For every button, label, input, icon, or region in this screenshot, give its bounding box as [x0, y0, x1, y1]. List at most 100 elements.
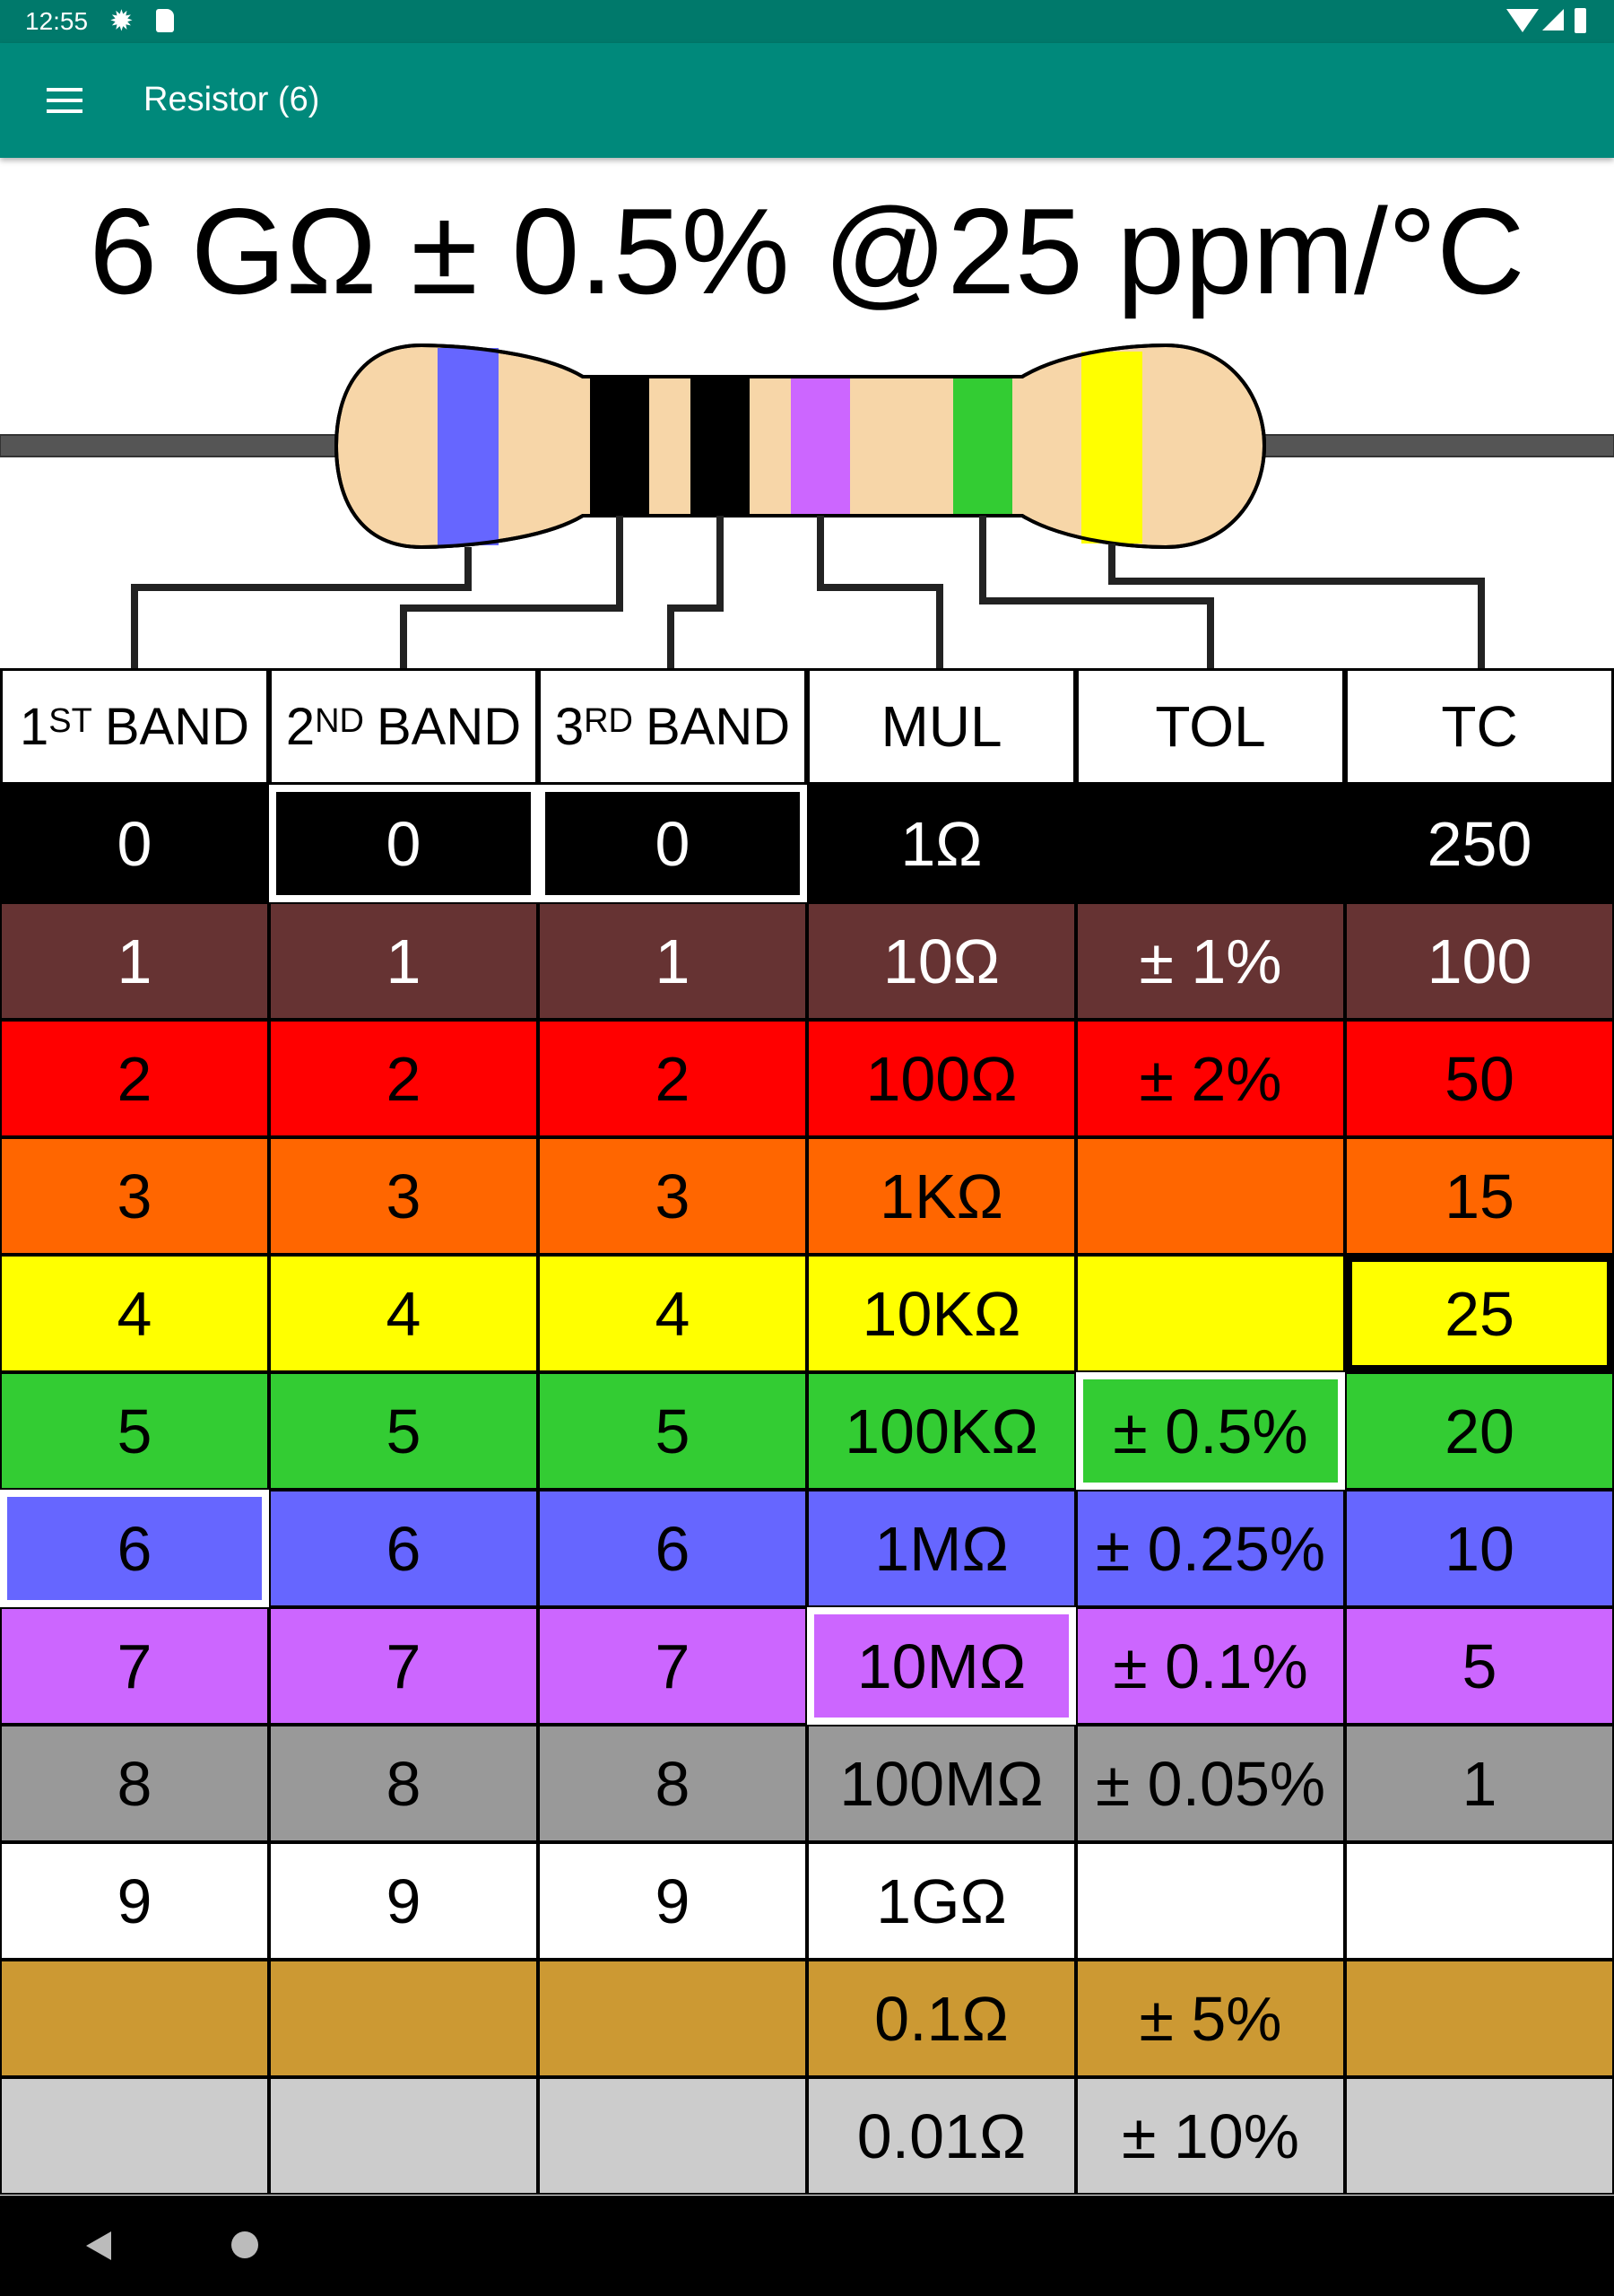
- temp-coefficient-option-1[interactable]: 100: [1345, 902, 1614, 1020]
- header-tolerance: TOL: [1076, 668, 1345, 785]
- hamburger-menu-icon[interactable]: [47, 88, 82, 113]
- band-1-option-1[interactable]: 1: [0, 902, 269, 1020]
- multiplier-option-1[interactable]: 10Ω: [807, 902, 1076, 1020]
- band-1-option-7[interactable]: 7: [0, 1607, 269, 1725]
- band-3-option-5[interactable]: 5: [538, 1372, 807, 1490]
- back-icon[interactable]: [86, 2231, 111, 2260]
- band-1-option-8[interactable]: 8: [0, 1725, 269, 1842]
- temp-coefficient-option-7[interactable]: 5: [1345, 1607, 1614, 1725]
- wifi-icon: [1506, 9, 1539, 32]
- band-2-option-1[interactable]: 1: [269, 902, 538, 1020]
- band-3-option-7[interactable]: 7: [538, 1607, 807, 1725]
- tolerance-option-5[interactable]: ± 0.5%: [1076, 1372, 1345, 1490]
- band-2-option-5[interactable]: 5: [269, 1372, 538, 1490]
- resistor-band-4: [791, 377, 850, 516]
- tolerance-option-1[interactable]: ± 1%: [1076, 902, 1345, 1020]
- tolerance-option-2[interactable]: ± 2%: [1076, 1020, 1345, 1137]
- battery-icon: [1575, 8, 1586, 33]
- band-3-option-0[interactable]: 0: [538, 785, 807, 902]
- band-1-option-11[interactable]: [0, 2077, 269, 2195]
- temp-coefficient-option-5[interactable]: 20: [1345, 1372, 1614, 1490]
- tolerance-option-0[interactable]: [1076, 785, 1345, 902]
- band-1-option-10[interactable]: [0, 1960, 269, 2077]
- multiplier-option-5[interactable]: 100KΩ: [807, 1372, 1076, 1490]
- tolerance-option-8[interactable]: ± 0.05%: [1076, 1725, 1345, 1842]
- band-2-option-0[interactable]: 0: [269, 785, 538, 902]
- header-ordinal: RD: [584, 701, 633, 740]
- band-2-option-2[interactable]: 2: [269, 1020, 538, 1137]
- status-time: 12:55: [25, 7, 89, 35]
- home-icon[interactable]: [231, 2231, 258, 2258]
- tolerance-option-6[interactable]: ± 0.25%: [1076, 1490, 1345, 1607]
- temp-coefficient-option-9[interactable]: [1345, 1842, 1614, 1960]
- multiplier-option-2[interactable]: 100Ω: [807, 1020, 1076, 1137]
- band-3-option-3[interactable]: 3: [538, 1137, 807, 1255]
- app-title: Resistor (6): [143, 81, 320, 118]
- band-3-option-11[interactable]: [538, 2077, 807, 2195]
- header-label: MUL: [881, 694, 1002, 759]
- band-3-option-10[interactable]: [538, 1960, 807, 2077]
- resistor-diagram: [0, 343, 1614, 668]
- tolerance-option-3[interactable]: [1076, 1137, 1345, 1255]
- sd-card-icon: [156, 9, 174, 32]
- band-2-option-9[interactable]: 9: [269, 1842, 538, 1960]
- band-2-option-3[interactable]: 3: [269, 1137, 538, 1255]
- band-1-option-9[interactable]: 9: [0, 1842, 269, 1960]
- temp-coefficient-option-4[interactable]: 25: [1345, 1255, 1614, 1372]
- header-label: TC: [1441, 694, 1518, 759]
- temp-coefficient-option-11[interactable]: [1345, 2077, 1614, 2195]
- lead-left: [0, 434, 342, 457]
- multiplier-option-0[interactable]: 1Ω: [807, 785, 1076, 902]
- band-3-option-9[interactable]: 9: [538, 1842, 807, 1960]
- header-word: BAND: [646, 697, 791, 756]
- temp-coefficient-option-10[interactable]: [1345, 1960, 1614, 2077]
- tolerance-option-9[interactable]: [1076, 1842, 1345, 1960]
- temp-coefficient-option-8[interactable]: 1: [1345, 1725, 1614, 1842]
- temp-coefficient-option-0[interactable]: 250: [1345, 785, 1614, 902]
- header-band-3: 3 RD BAND: [538, 668, 807, 785]
- multiplier-option-7[interactable]: 10MΩ: [807, 1607, 1076, 1725]
- temp-coefficient-option-3[interactable]: 15: [1345, 1137, 1614, 1255]
- tolerance-option-4[interactable]: [1076, 1255, 1345, 1372]
- band-connector-lines: [131, 516, 1485, 668]
- band-3-option-6[interactable]: 6: [538, 1490, 807, 1607]
- band-3-option-2[interactable]: 2: [538, 1020, 807, 1137]
- band-1-option-4[interactable]: 4: [0, 1255, 269, 1372]
- header-ordinal: ND: [315, 701, 364, 740]
- band-2-option-4[interactable]: 4: [269, 1255, 538, 1372]
- multiplier-option-11[interactable]: 0.01Ω: [807, 2077, 1076, 2195]
- temp-coefficient-option-2[interactable]: 50: [1345, 1020, 1614, 1137]
- band-2-option-7[interactable]: 7: [269, 1607, 538, 1725]
- header-word: BAND: [377, 697, 522, 756]
- band-1-option-0[interactable]: 0: [0, 785, 269, 902]
- resistor-band-2: [590, 377, 649, 516]
- band-3-option-1[interactable]: 1: [538, 902, 807, 1020]
- resistor-band-6: [1081, 352, 1142, 544]
- multiplier-option-6[interactable]: 1MΩ: [807, 1490, 1076, 1607]
- band-2-option-8[interactable]: 8: [269, 1725, 538, 1842]
- band-2-option-6[interactable]: 6: [269, 1490, 538, 1607]
- band-1-option-6[interactable]: 6: [0, 1490, 269, 1607]
- tolerance-option-7[interactable]: ± 0.1%: [1076, 1607, 1345, 1725]
- band-3-option-8[interactable]: 8: [538, 1725, 807, 1842]
- band-2-option-10[interactable]: [269, 1960, 538, 2077]
- multiplier-option-8[interactable]: 100MΩ: [807, 1725, 1076, 1842]
- band-1-option-5[interactable]: 5: [0, 1372, 269, 1490]
- band-3-option-4[interactable]: 4: [538, 1255, 807, 1372]
- tolerance-option-11[interactable]: ± 10%: [1076, 2077, 1345, 2195]
- tolerance-option-10[interactable]: ± 5%: [1076, 1960, 1345, 2077]
- navigation-bar: [0, 2196, 1614, 2296]
- band-1-option-3[interactable]: 3: [0, 1137, 269, 1255]
- header-label: 2: [285, 697, 316, 756]
- band-2-option-11[interactable]: [269, 2077, 538, 2195]
- multiplier-option-3[interactable]: 1KΩ: [807, 1137, 1076, 1255]
- band-1-option-2[interactable]: 2: [0, 1020, 269, 1137]
- signal-icon: [1542, 9, 1564, 30]
- multiplier-option-10[interactable]: 0.1Ω: [807, 1960, 1076, 2077]
- resistor-band-3: [690, 377, 750, 516]
- multiplier-option-9[interactable]: 1GΩ: [807, 1842, 1076, 1960]
- header-label: 3: [554, 697, 585, 756]
- header-multiplier: MUL: [807, 668, 1076, 785]
- temp-coefficient-option-6[interactable]: 10: [1345, 1490, 1614, 1607]
- multiplier-option-4[interactable]: 10KΩ: [807, 1255, 1076, 1372]
